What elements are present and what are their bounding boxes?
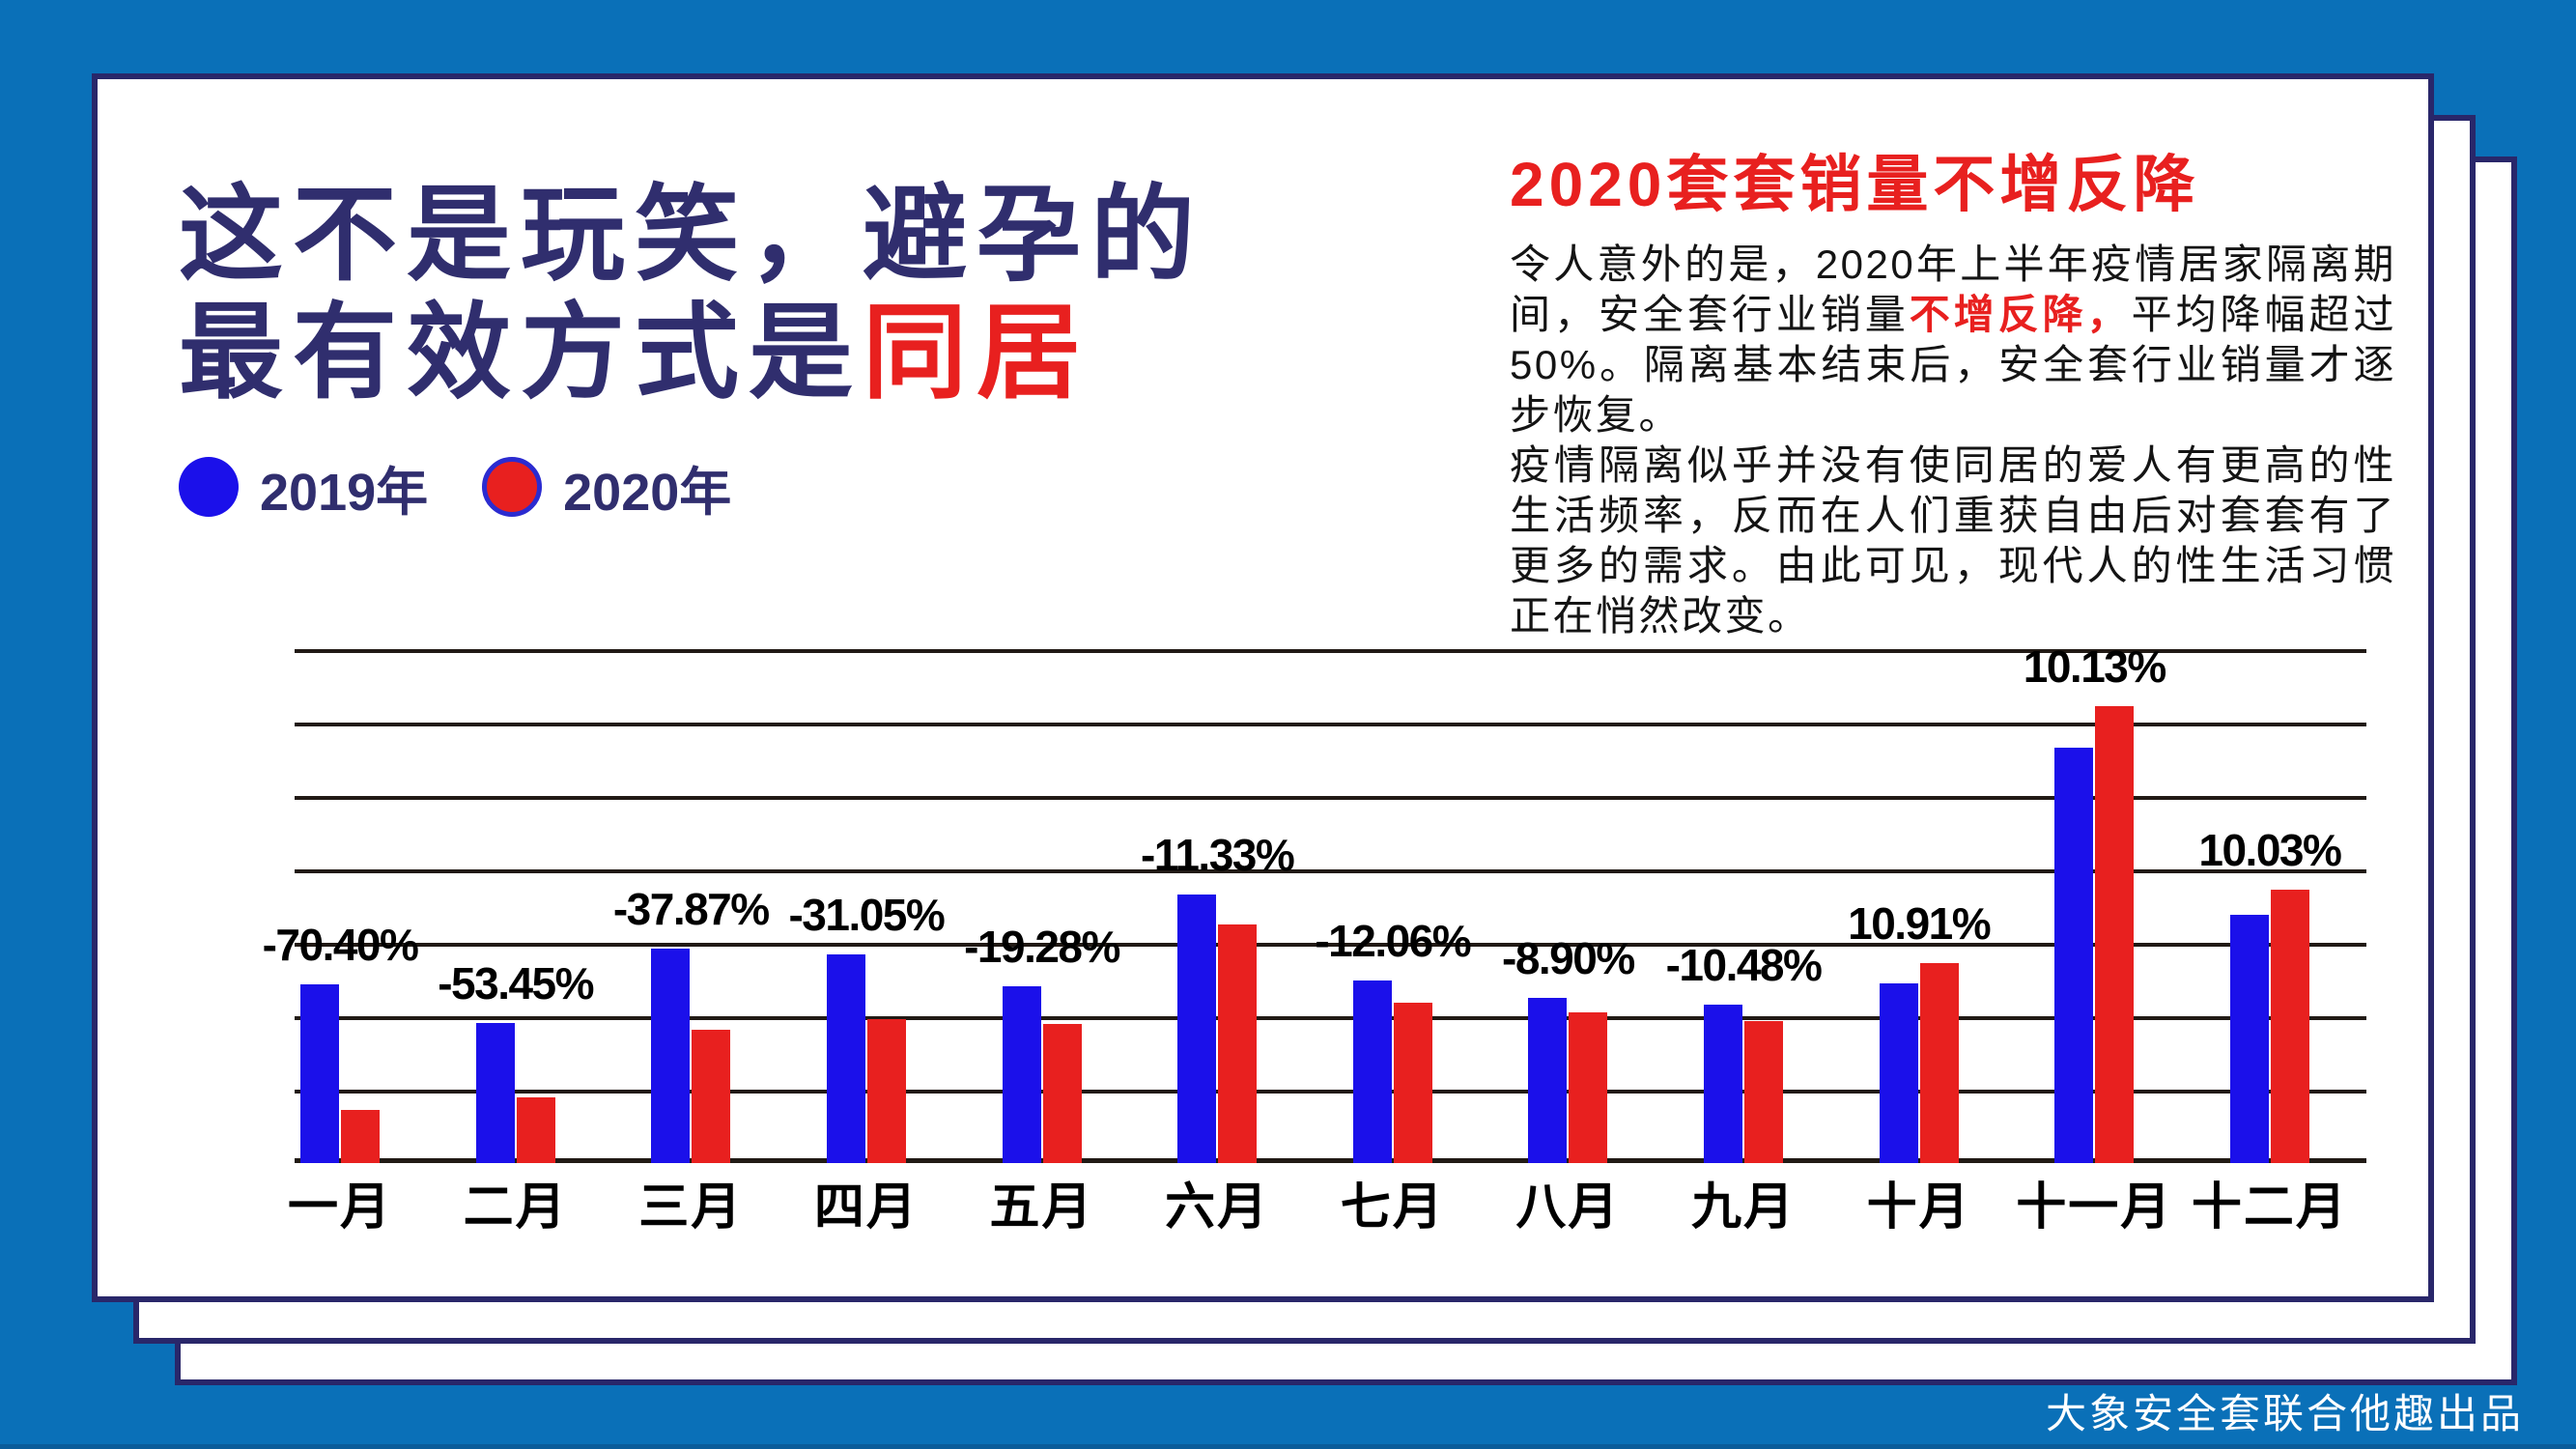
bar-group: 10.03% 十二月: [2192, 649, 2346, 1236]
bar-2019: [1879, 983, 1918, 1163]
article-paragraph: 令人意外的是，2020年上半年疫情居家隔离期间，安全套行业销量不增反降，平均降幅…: [1510, 240, 2396, 440]
paragraph-text: 令人意外的是，2020年上半年疫情居家隔离期间，安全套行业销量: [1510, 242, 2396, 337]
bar-group: -70.40% 一月: [263, 649, 419, 1236]
bar-2020: [2095, 706, 2135, 1163]
paragraph-text: 平均降幅超过50%。隔离基本结束后，安全套行业销量才逐步恢复。: [1510, 292, 2396, 438]
bar-group: 10.91% 十月: [1848, 649, 1992, 1236]
poster-title: 这不是玩笑，避孕的 最有效方式是同居: [179, 176, 1204, 412]
month-label: 六月: [1165, 1179, 1270, 1236]
bar-2019: [651, 949, 691, 1163]
article: 2020套套销量不增反降 令人意外的是，2020年上半年疫情居家隔离期间，安全套…: [1510, 135, 2396, 641]
paragraph-text: 疫情隔离似乎并没有使同居的爱人有更高的性生活频率，反而在人们重获自由后对套套有了…: [1510, 442, 2396, 639]
bar-2019: [1352, 980, 1392, 1163]
gridline: [295, 649, 2366, 653]
article-paragraph: 疫情隔离似乎并没有使同居的爱人有更高的性生活频率，反而在人们重获自由后对套套有了…: [1510, 440, 2396, 641]
legend-label-2019: 2019年: [260, 463, 429, 522]
bar-2019: [2054, 748, 2094, 1163]
bar-2020: [1218, 924, 1258, 1163]
bar-group: -53.45% 二月: [438, 649, 594, 1236]
bar-group: -19.28% 五月: [964, 649, 1120, 1236]
month-label: 八月: [1515, 1179, 1621, 1236]
bar-group: -10.48% 九月: [1666, 649, 1823, 1236]
month-label: 十月: [1866, 1179, 1971, 1236]
title-line1: 这不是玩笑，避孕的: [179, 176, 1205, 293]
value-label: -10.48%: [1665, 939, 1823, 990]
legend-swatch-2019-icon: [179, 457, 239, 517]
legend-label-2020: 2020年: [563, 463, 732, 522]
value-label: 10.91%: [1848, 898, 1992, 950]
bar-group: 10.13% 十一月: [2016, 641, 2170, 1236]
main-card: 这不是玩笑，避孕的 最有效方式是同居 2019年 2020年 2020套套销量不…: [92, 73, 2434, 1302]
bar-2019: [1002, 986, 1041, 1163]
month-label: 四月: [813, 1179, 919, 1236]
month-label: 二月: [463, 1179, 568, 1236]
highlighted-phrase: 不增反降，: [1909, 292, 2132, 337]
chart-legend: 2019年 2020年: [179, 456, 785, 522]
credit-text: 大象安全套联合他趣出品: [2045, 1391, 2524, 1436]
bar-2019: [1177, 895, 1217, 1163]
value-label: -37.87%: [612, 884, 770, 935]
bottom-strip: [0, 1444, 2576, 1449]
value-label: -11.33%: [1140, 829, 1295, 880]
month-label: 十一月: [2016, 1179, 2173, 1236]
bar-chart: -70.40% 一月 -53.45% 二月 -37.87% 三月 -31.05% 四月 -19.…: [263, 641, 2366, 1236]
value-label: -31.05%: [788, 890, 945, 941]
value-label: 10.13%: [2023, 640, 2167, 692]
month-label: 十二月: [2191, 1179, 2348, 1236]
bar-2020: [516, 1097, 555, 1163]
bar-2020: [341, 1110, 380, 1163]
bar-group: -37.87% 三月: [613, 649, 770, 1236]
bar-2020: [1042, 1024, 1082, 1163]
x-axis-line: [295, 1158, 2366, 1163]
bar-group: -11.33% 六月: [1141, 649, 1295, 1236]
value-label: -70.40%: [262, 920, 419, 971]
month-label: 九月: [1690, 1179, 1797, 1236]
gridline: [295, 1016, 2366, 1020]
title-highlight: 同居: [863, 294, 1091, 411]
chart-bars: -70.40% 一月 -53.45% 二月 -37.87% 三月 -31.05% 四月 -19.…: [263, 641, 2346, 1236]
bar-2020: [1393, 1003, 1432, 1163]
month-label: 七月: [1340, 1179, 1445, 1236]
bar-group: -8.90% 八月: [1502, 649, 1635, 1236]
gridline: [295, 943, 2366, 947]
bar-2020: [2270, 890, 2309, 1163]
bar-2019: [1528, 998, 1568, 1163]
value-label: -8.90%: [1502, 933, 1635, 983]
article-body: 令人意外的是，2020年上半年疫情居家隔离期间，安全套行业销量不增反降，平均降幅…: [1510, 240, 2396, 641]
gridline: [295, 869, 2366, 873]
bar-2020: [1744, 1021, 1783, 1163]
bar-2020: [1569, 1012, 1608, 1163]
bar-group: -12.06% 七月: [1315, 649, 1471, 1236]
title-line2: 最有效方式是同居: [179, 294, 1204, 412]
gridline: [295, 1090, 2366, 1094]
bar-2019: [1704, 1005, 1742, 1163]
month-label: 三月: [638, 1179, 744, 1236]
bar-group: -31.05% 四月: [788, 649, 945, 1236]
article-heading: 2020套套销量不增反降: [1510, 150, 2200, 219]
bar-2020: [1919, 963, 1959, 1163]
value-label: -19.28%: [964, 921, 1120, 972]
chart-gridlines: [295, 649, 2366, 1163]
value-label: -12.06%: [1315, 915, 1471, 966]
bar-2020: [866, 1019, 906, 1163]
bar-2019: [475, 1023, 515, 1163]
month-label: 五月: [989, 1179, 1094, 1236]
bar-2019: [300, 984, 339, 1163]
title-line2-text: 最有效方式是: [179, 294, 863, 411]
legend-swatch-2020-icon: [482, 457, 543, 517]
value-label: 10.03%: [2198, 825, 2342, 876]
gridline: [295, 796, 2366, 800]
value-label: -53.45%: [438, 957, 594, 1009]
gridline: [295, 723, 2366, 726]
bar-2020: [692, 1030, 731, 1163]
bar-2019: [2229, 915, 2269, 1163]
month-label: 一月: [287, 1179, 393, 1236]
bar-2019: [826, 954, 865, 1163]
